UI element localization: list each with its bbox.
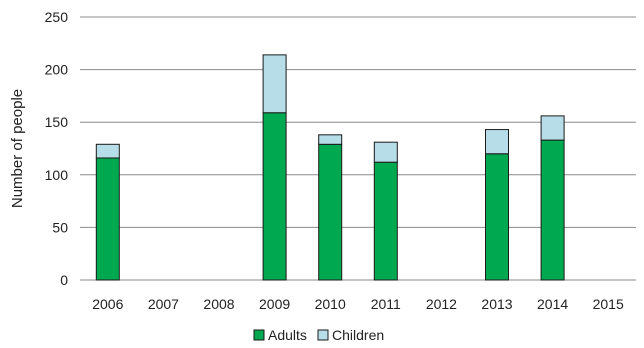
x-tick-label: 2007 bbox=[148, 296, 179, 312]
x-tick-label: 2006 bbox=[92, 296, 123, 312]
bar-adults-2011 bbox=[373, 161, 398, 281]
x-axis-ticks: 2006 2007 2008 2009 2010 2011 2012 2013 2014 2015 bbox=[92, 296, 624, 312]
bar-children-2009 bbox=[262, 54, 287, 114]
y-axis-title: Number of people bbox=[9, 89, 26, 208]
y-axis-ticks: 0 50 100 150 200 250 bbox=[45, 9, 69, 288]
y-tick-label: 150 bbox=[45, 114, 69, 130]
legend-label-children: Children bbox=[332, 327, 384, 343]
bar-adults-2013 bbox=[485, 153, 509, 281]
legend-swatch-children bbox=[317, 329, 329, 341]
x-tick-label: 2008 bbox=[203, 296, 234, 312]
x-tick-label: 2012 bbox=[426, 296, 457, 312]
y-tick-label: 0 bbox=[60, 272, 68, 288]
bar-adults-2006 bbox=[95, 157, 120, 281]
legend-swatch-adults bbox=[253, 329, 265, 341]
x-tick-label: 2015 bbox=[593, 296, 624, 312]
y-tick-label: 100 bbox=[45, 167, 69, 183]
y-tick-label: 250 bbox=[45, 9, 69, 25]
bar-children-2010 bbox=[318, 134, 343, 145]
bar-adults-2010 bbox=[318, 143, 343, 281]
bars bbox=[95, 54, 565, 281]
x-tick-label: 2009 bbox=[259, 296, 290, 312]
bar-children-2014 bbox=[540, 115, 565, 141]
bar-children-2013 bbox=[485, 129, 509, 155]
legend: Adults Children bbox=[253, 327, 384, 343]
bar-adults-2014 bbox=[540, 139, 565, 281]
x-tick-label: 2014 bbox=[537, 296, 568, 312]
legend-label-adults: Adults bbox=[268, 327, 307, 343]
x-tick-label: 2011 bbox=[371, 296, 401, 312]
y-tick-label: 50 bbox=[52, 219, 68, 235]
bar-children-2006 bbox=[95, 143, 120, 159]
y-tick-label: 200 bbox=[45, 62, 69, 78]
x-tick-label: 2010 bbox=[315, 296, 346, 312]
bar-children-2011 bbox=[373, 141, 398, 163]
x-tick-label: 2013 bbox=[481, 296, 512, 312]
bar-adults-2009 bbox=[262, 112, 287, 281]
